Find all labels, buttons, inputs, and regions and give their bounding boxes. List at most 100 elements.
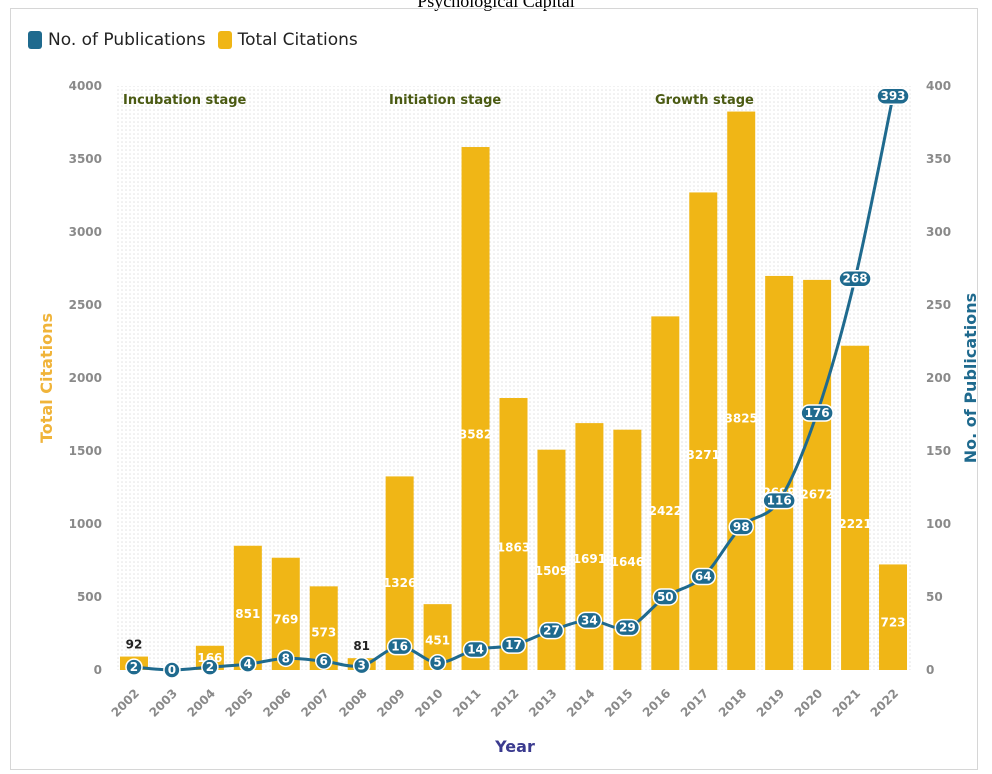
y-axis-title: Total Citations [37, 313, 56, 443]
point-marker [239, 655, 257, 673]
point-label: 64 [695, 570, 712, 584]
bar [575, 423, 604, 670]
point-label: 2 [130, 660, 138, 674]
point-marker [690, 567, 717, 586]
bar-label: 92 [126, 638, 143, 652]
point-label: 98 [733, 520, 750, 534]
y2-tick-label: 350 [926, 152, 951, 166]
x-tick-label: 2007 [298, 686, 332, 720]
y-tick-label: 1000 [69, 517, 102, 531]
bar [841, 345, 870, 670]
x-tick-label: 2011 [450, 686, 484, 720]
y-tick-label: 3000 [69, 225, 102, 239]
stage-label: Initiation stage [389, 93, 501, 108]
point-marker [500, 636, 527, 654]
right-axis: 0 50 100 150 200 250 300 350 400 [926, 79, 951, 677]
point-marker [462, 640, 489, 659]
point-label: 29 [619, 621, 636, 635]
x-tick-label: 2013 [526, 686, 560, 720]
point-marker [876, 87, 910, 105]
x-tick-label: 2021 [830, 686, 864, 720]
left-axis: 0 500 1000 1500 2000 2500 3000 3500 4000 [69, 79, 102, 677]
stage-label: Growth stage [655, 93, 754, 108]
point-marker [538, 621, 565, 640]
y-tick-label: 3500 [69, 152, 102, 166]
y2-tick-label: 150 [926, 444, 951, 458]
point-label: 393 [880, 89, 905, 103]
x-tick-label: 2002 [109, 686, 143, 720]
bar-label: 1509 [535, 564, 568, 578]
point-marker [762, 491, 796, 510]
bar-label: 2672 [800, 487, 833, 501]
bar-label: 2422 [649, 504, 682, 518]
x-tick-label: 2009 [374, 686, 408, 720]
point-marker [728, 518, 754, 536]
page-title: Psychological Capital [417, 0, 575, 11]
bar [499, 398, 528, 670]
legend-item-publications[interactable]: No. of Publications [28, 30, 206, 50]
x-tick-label: 2020 [792, 686, 826, 720]
legend-swatch-publications [28, 31, 42, 49]
x-tick-label: 2008 [336, 686, 370, 720]
bar-label: 851 [235, 607, 260, 621]
y2-tick-label: 50 [926, 590, 943, 604]
y2-tick-label: 250 [926, 298, 951, 312]
point-label: 2 [206, 660, 214, 674]
x-tick-label: 2018 [716, 686, 750, 720]
stage-label: Incubation stage [123, 93, 247, 108]
point-label: 3 [358, 659, 366, 673]
point-label: 4 [244, 657, 252, 671]
bar [689, 192, 718, 670]
y2-tick-label: 100 [926, 517, 951, 531]
x-tick-label: 2017 [678, 686, 712, 720]
point-label: 50 [657, 590, 674, 604]
bar [879, 564, 908, 670]
point-marker [428, 653, 447, 672]
x-tick-label: 2010 [412, 686, 446, 720]
legend-label-citations: Total Citations [237, 30, 358, 50]
bar-label: 81 [353, 639, 370, 653]
y-tick-label: 2500 [69, 298, 102, 312]
point-marker [386, 637, 413, 656]
bar-label: 723 [880, 615, 905, 629]
point-label: 16 [391, 640, 408, 654]
point-label: 34 [581, 613, 598, 627]
bar [233, 545, 262, 670]
y-tick-label: 2000 [69, 371, 102, 385]
y-tick-label: 4000 [69, 79, 102, 93]
bar-label: 3825 [725, 412, 758, 426]
bar [651, 316, 680, 670]
point-label: 0 [168, 663, 176, 677]
publications-line [133, 95, 895, 672]
y2-tick-label: 200 [926, 371, 951, 385]
point-marker [576, 611, 603, 630]
x-tick-label: 2005 [222, 686, 256, 720]
point-marker [163, 661, 181, 679]
bar-label: 1646 [611, 555, 644, 569]
legend-label-publications: No. of Publications [48, 30, 206, 50]
point-label: 8 [282, 651, 290, 665]
point-label: 116 [767, 494, 792, 508]
x-tick-label: 2003 [147, 686, 181, 720]
legend-item-citations[interactable]: Total Citations [217, 30, 358, 50]
point-label: 6 [320, 654, 328, 668]
point-label: 176 [805, 406, 830, 420]
x-tick-label: 2015 [602, 686, 636, 720]
y2-tick-label: 400 [926, 79, 951, 93]
x-tick-label: 2022 [868, 686, 902, 720]
y-tick-label: 1500 [69, 444, 102, 458]
x-tick-label: 2014 [564, 686, 598, 720]
point-label: 5 [433, 656, 441, 670]
point-label: 27 [543, 624, 560, 638]
bar-label: 3582 [459, 428, 492, 442]
bar [461, 147, 490, 670]
bar [803, 279, 832, 670]
x-tick-label: 2016 [640, 686, 674, 720]
y2-tick-label: 300 [926, 225, 951, 239]
legend: No. of Publications Total Citations [28, 30, 370, 50]
bar-label: 1326 [383, 576, 416, 590]
stage-annotations: Incubation stage Initiation stage Growth s… [123, 93, 754, 108]
y-tick-label: 0 [94, 663, 102, 677]
x-tick-label: 2019 [754, 686, 788, 720]
